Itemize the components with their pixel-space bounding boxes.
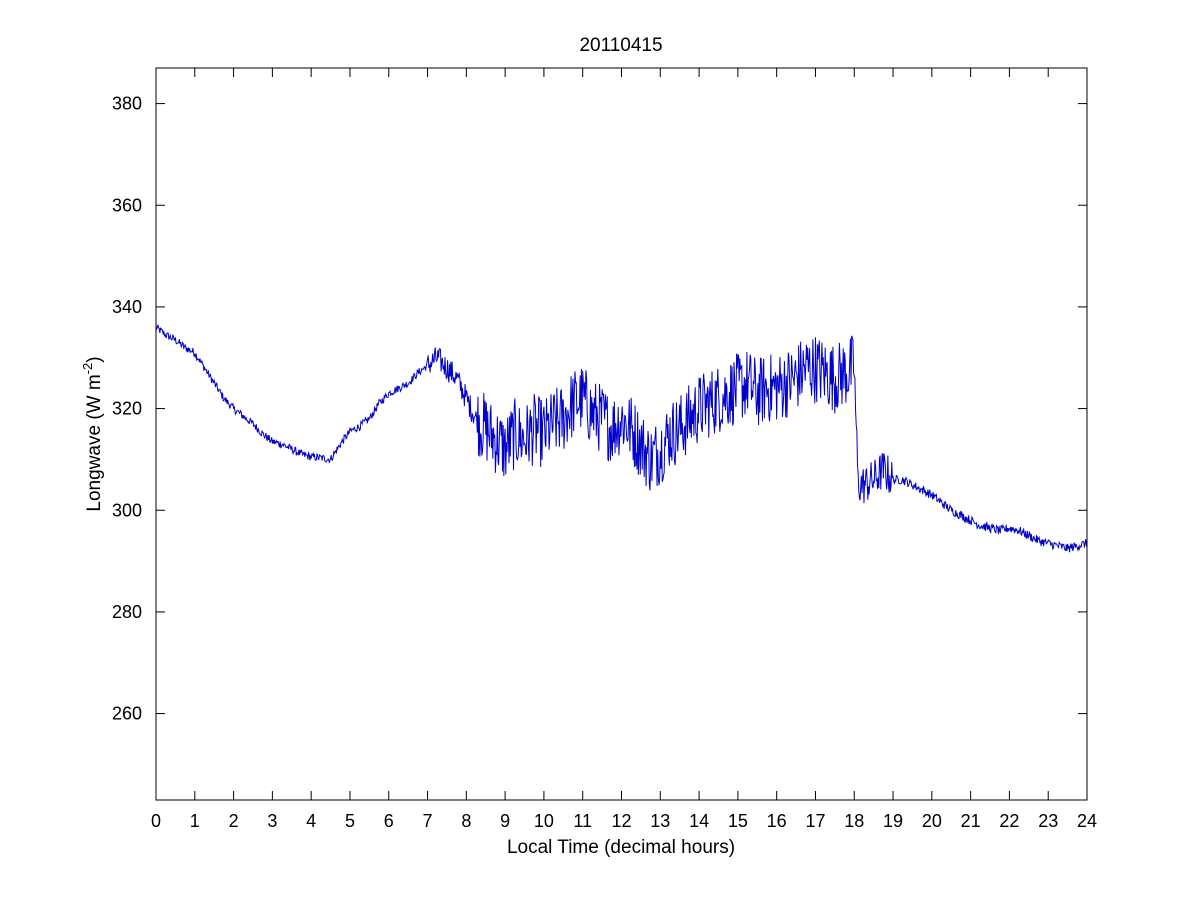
x-tick-label: 17 <box>805 811 825 831</box>
y-tick-label: 280 <box>112 602 142 622</box>
x-tick-label: 21 <box>961 811 981 831</box>
y-tick-label: 260 <box>112 704 142 724</box>
x-tick-label: 22 <box>999 811 1019 831</box>
x-tick-label: 8 <box>461 811 471 831</box>
x-tick-label: 13 <box>650 811 670 831</box>
y-axis-ticks: 260 280 300 320 340 360 380 <box>112 94 1087 724</box>
x-axis-label: Local Time (decimal hours) <box>507 837 735 858</box>
x-tick-label: 24 <box>1077 811 1097 831</box>
x-tick-label: 7 <box>423 811 433 831</box>
chart-title: 20110415 <box>579 35 662 56</box>
y-axis-label: Longwave (W m-2) <box>80 356 105 511</box>
x-tick-label: 23 <box>1038 811 1058 831</box>
y-tick-label: 340 <box>112 297 142 317</box>
x-tick-label: 15 <box>728 811 748 831</box>
x-tick-label: 14 <box>689 811 709 831</box>
x-tick-label: 1 <box>190 811 200 831</box>
plot-frame <box>155 67 1088 801</box>
y-axis-label-main: Longwave (W m <box>84 374 105 511</box>
longwave-series-line <box>155 324 1088 553</box>
x-tick-label: 16 <box>767 811 787 831</box>
x-tick-label: 11 <box>573 811 592 831</box>
x-tick-label: 12 <box>611 811 631 831</box>
x-tick-label: 19 <box>883 811 903 831</box>
y-tick-label: 320 <box>112 399 142 419</box>
x-axis-ticks: 0 1 2 3 4 5 6 7 8 9 10 11 12 13 14 15 16 17 18 19 20 21 22 23 24 <box>151 68 1097 831</box>
x-tick-label: 20 <box>922 811 942 831</box>
y-tick-label: 380 <box>112 94 142 114</box>
y-axis-label-close: ) <box>84 356 105 362</box>
y-axis-label-exponent: -2 <box>80 363 95 375</box>
plot-area <box>155 324 1088 553</box>
x-tick-label: 0 <box>151 811 161 831</box>
x-tick-label: 2 <box>229 811 239 831</box>
x-tick-label: 9 <box>500 811 510 831</box>
x-tick-label: 18 <box>844 811 864 831</box>
x-tick-label: 6 <box>384 811 394 831</box>
x-tick-label: 10 <box>534 811 554 831</box>
x-tick-label: 4 <box>306 811 316 831</box>
x-tick-label: 3 <box>267 811 277 831</box>
x-tick-label: 5 <box>345 811 355 831</box>
y-tick-label: 300 <box>112 500 142 520</box>
y-tick-label: 360 <box>112 195 142 215</box>
